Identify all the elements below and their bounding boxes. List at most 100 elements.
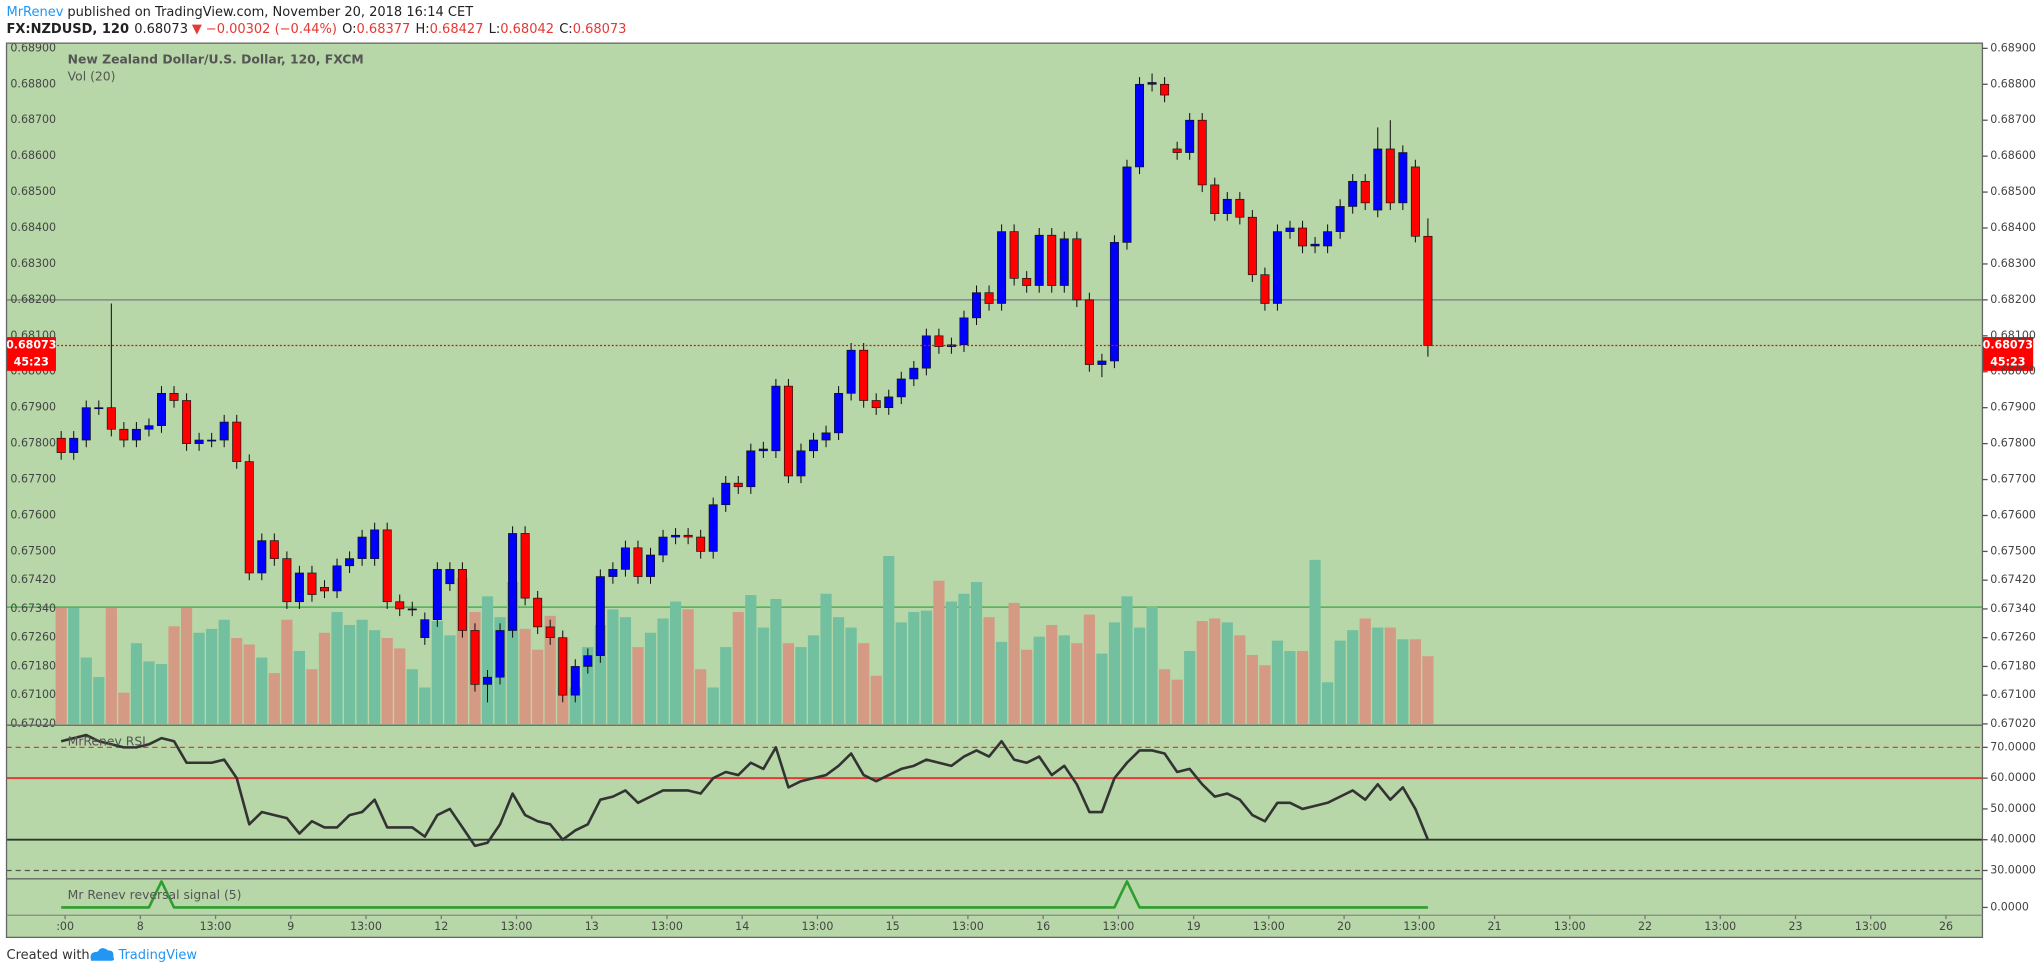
x-tick-label: 13:00: [952, 920, 984, 933]
candle-body: [871, 400, 881, 409]
x-tick-label: 21: [1488, 920, 1502, 933]
volume-bar: [243, 644, 255, 724]
volume-bar: [306, 669, 318, 724]
candle-body: [1398, 152, 1408, 204]
candle-body: [56, 437, 66, 453]
volume-bar: [845, 627, 857, 724]
volume-bar: [1083, 614, 1095, 724]
candle-body: [1135, 83, 1145, 168]
volume-bar: [318, 632, 331, 724]
left-price-label: 0.67500: [10, 544, 56, 557]
y-tick-label: 0.68700: [1990, 113, 2036, 126]
volume-title: Vol (20): [68, 69, 116, 83]
c-value: 0.68073: [573, 21, 627, 36]
candle-body: [1022, 277, 1032, 286]
candle-body: [1423, 235, 1433, 346]
volume-bar: [1296, 651, 1309, 724]
left-price-label: 0.68200: [10, 293, 56, 306]
volume-bar: [519, 628, 531, 724]
candle-body: [934, 335, 944, 347]
volume-bar: [1246, 654, 1258, 724]
volume-bar: [582, 647, 594, 724]
last-close: 0.68073: [134, 21, 188, 36]
volume-bar: [720, 647, 732, 724]
candle-body: [972, 292, 982, 319]
candle-body: [508, 533, 518, 631]
footer-brand[interactable]: TradingView: [117, 948, 197, 963]
volume-bar: [1384, 627, 1396, 724]
volume-bar: [193, 632, 205, 724]
candle-body: [219, 421, 229, 441]
x-tick-label: :00: [56, 920, 74, 933]
x-tick-label: 15: [886, 920, 900, 933]
y-tick-label: 0.68500: [1990, 185, 2036, 198]
volume-bar: [1221, 622, 1233, 724]
y-tick-label: 0.68300: [1990, 257, 2036, 270]
volume-bar: [506, 582, 519, 724]
volume-bar: [281, 619, 293, 724]
tv-logo: [90, 948, 115, 961]
signal-title: Mr Renev reversal signal (5): [68, 888, 242, 902]
candle-body: [1147, 82, 1157, 85]
o-label: O:: [342, 21, 356, 36]
indicator-line: [61, 880, 1428, 909]
candle-body: [533, 597, 543, 628]
volume-bar: [1071, 643, 1083, 724]
candle-body: [320, 587, 329, 592]
volume-bar: [607, 609, 619, 724]
candle-body: [144, 425, 154, 430]
candle-body: [558, 637, 568, 696]
volume-bar: [293, 651, 306, 724]
volume-bar: [394, 648, 406, 724]
y-tick-label: 0.67340: [1990, 602, 2036, 615]
volume-bar: [1008, 602, 1020, 724]
candle-body: [207, 439, 217, 442]
volume-bar: [682, 609, 694, 724]
volume-bar: [1121, 596, 1133, 724]
candle-body: [834, 392, 844, 434]
header-line1: MrRenev published on TradingView.com, Nov…: [7, 4, 474, 19]
author[interactable]: MrRenev: [7, 4, 64, 19]
volume-bar: [1133, 627, 1146, 724]
candle-body: [382, 529, 392, 603]
candle-body: [696, 536, 706, 552]
volume-bar: [444, 635, 456, 724]
volume-bar: [1284, 651, 1296, 724]
volume-bar: [55, 608, 67, 724]
candle-body: [1323, 231, 1333, 247]
y-tick-label: 0.68100: [1990, 329, 2036, 342]
volume-bar: [381, 637, 393, 724]
main-title: New Zealand Dollar/U.S. Dollar, 120, FXC…: [68, 53, 364, 67]
volume-bar: [1397, 639, 1409, 724]
candle-body: [671, 534, 681, 538]
volume-bar: [895, 622, 907, 724]
candle-body: [432, 569, 442, 621]
countdown-box: [6, 353, 56, 371]
volume-bar: [1372, 627, 1384, 724]
y-tick-label: 0.67260: [1990, 631, 2036, 644]
candle-body: [457, 569, 467, 631]
volume-bar: [832, 617, 845, 724]
candle-body: [746, 450, 756, 488]
left-price-label: 0.68600: [10, 149, 56, 162]
volume-bar: [118, 692, 130, 724]
candle-body: [620, 547, 630, 570]
volume-bar: [1234, 635, 1246, 724]
left-price-label: 0.67100: [10, 688, 56, 701]
header-line2: FX:NZDUSD, 120 0.68073 ▼ −0.00302 (−0.44%) O…: [7, 21, 627, 36]
left-price-label: 0.67700: [10, 473, 56, 486]
countdown-box: [1982, 353, 2034, 371]
left-price-label: 0.67900: [10, 401, 56, 414]
y-tick-label: 0.67700: [1990, 473, 2036, 486]
volume-bar: [130, 643, 143, 724]
left-price-label: 0.67020: [10, 717, 56, 730]
x-tick-label: 14: [735, 920, 749, 933]
l-value: 0.68042: [500, 21, 554, 36]
x-tick-label: 22: [1638, 920, 1652, 933]
x-tick-label: 13:00: [1554, 920, 1586, 933]
last-price-label: 0.68073: [1983, 339, 2033, 352]
chart-frame: [5, 42, 1984, 939]
volume-bar: [481, 596, 494, 724]
candle-body: [470, 630, 480, 685]
candle-body: [1410, 166, 1420, 237]
